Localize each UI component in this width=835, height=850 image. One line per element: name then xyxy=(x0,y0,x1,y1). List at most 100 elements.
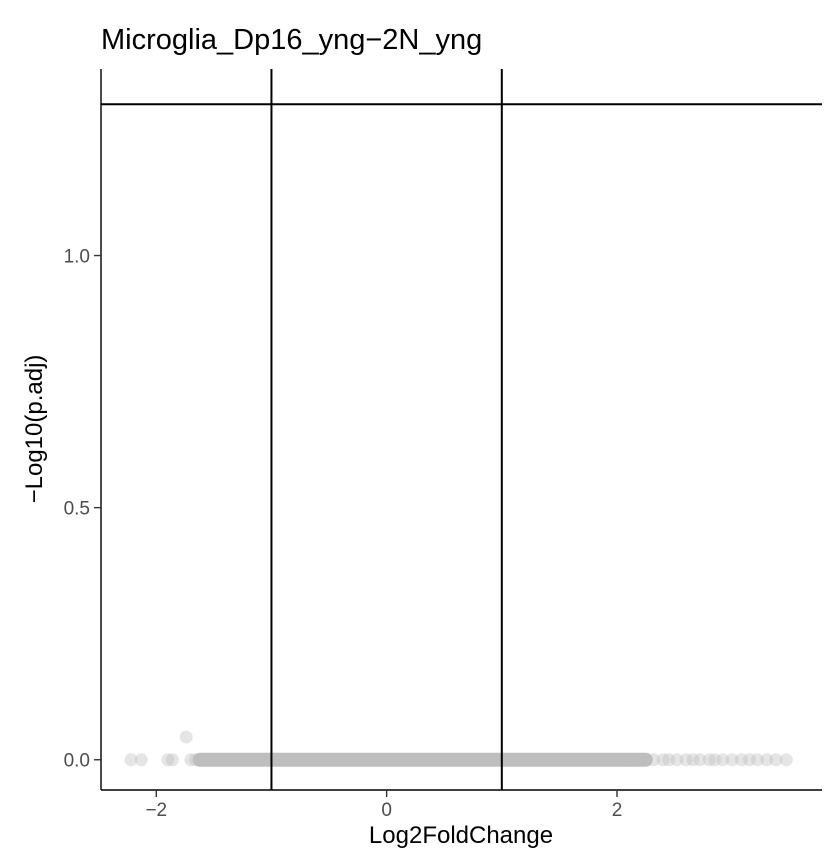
data-point xyxy=(449,753,463,767)
data-point xyxy=(236,753,250,767)
data-point xyxy=(287,753,301,767)
data-point xyxy=(547,753,561,767)
data-point xyxy=(431,753,445,767)
data-point xyxy=(293,753,307,767)
data-point xyxy=(276,753,290,767)
data-point xyxy=(587,753,601,767)
data-point xyxy=(512,753,526,767)
data-point xyxy=(305,753,319,767)
data-point xyxy=(627,753,641,767)
data-point xyxy=(230,753,244,767)
data-point xyxy=(161,753,175,767)
data-point xyxy=(506,753,520,767)
data-point xyxy=(339,753,353,767)
y-axis-label: −Log10(p.adj) xyxy=(21,355,48,504)
data-point xyxy=(779,753,793,767)
data-point xyxy=(188,753,202,767)
data-point xyxy=(725,753,739,767)
data-point xyxy=(472,753,486,767)
data-point xyxy=(134,753,148,767)
data-point xyxy=(647,753,661,767)
data-point xyxy=(593,753,607,767)
data-point xyxy=(195,753,209,767)
points-layer xyxy=(124,730,793,767)
data-point xyxy=(616,753,630,767)
data-point xyxy=(351,753,365,767)
data-point xyxy=(184,753,198,767)
data-point xyxy=(622,753,636,767)
data-point xyxy=(742,753,756,767)
data-point xyxy=(489,753,503,767)
data-point xyxy=(374,753,388,767)
data-point xyxy=(316,753,330,767)
data-point xyxy=(270,753,284,767)
data-point xyxy=(702,753,716,767)
data-point xyxy=(179,730,193,744)
plot-panel: −2 0 2 0.0 0.5 1.0 xyxy=(64,69,822,821)
data-point xyxy=(760,753,774,767)
data-point xyxy=(581,753,595,767)
x-axis-ticks: −2 0 2 xyxy=(145,790,622,821)
data-point xyxy=(558,753,572,767)
data-point xyxy=(575,753,589,767)
data-point xyxy=(633,753,647,767)
data-point xyxy=(322,753,336,767)
data-point xyxy=(165,753,179,767)
y-tick-label: 0.5 xyxy=(64,499,90,520)
data-point xyxy=(282,753,296,767)
data-point xyxy=(570,753,584,767)
data-point xyxy=(598,753,612,767)
data-point xyxy=(686,753,700,767)
data-point xyxy=(604,753,618,767)
data-point xyxy=(241,753,255,767)
chart-title: Microglia_Dp16_yng−2N_yng xyxy=(101,24,482,56)
data-point xyxy=(328,753,342,767)
data-point xyxy=(397,753,411,767)
data-point xyxy=(124,753,138,767)
y-tick-label: 0.0 xyxy=(64,751,90,772)
data-point xyxy=(420,753,434,767)
data-point xyxy=(708,753,722,767)
data-point xyxy=(345,753,359,767)
data-point xyxy=(259,753,273,767)
data-point xyxy=(414,753,428,767)
y-tick-label: 1.0 xyxy=(64,247,90,268)
data-point xyxy=(437,753,451,767)
data-point xyxy=(247,753,261,767)
data-point xyxy=(662,753,676,767)
data-point xyxy=(299,753,313,767)
data-point xyxy=(213,753,227,767)
data-point xyxy=(535,753,549,767)
data-point xyxy=(466,753,480,767)
data-point xyxy=(443,753,457,767)
data-point xyxy=(253,753,267,767)
data-point xyxy=(455,753,468,767)
data-point xyxy=(716,753,730,767)
data-point xyxy=(769,753,783,767)
data-point xyxy=(518,753,532,767)
data-point xyxy=(679,753,693,767)
data-point xyxy=(501,753,515,767)
y-axis-ticks: 0.0 0.5 1.0 xyxy=(64,247,101,772)
data-point xyxy=(357,753,371,767)
x-axis-label: Log2FoldChange xyxy=(369,822,553,849)
x-tick-label: −2 xyxy=(145,800,167,821)
data-point xyxy=(218,753,232,767)
data-point xyxy=(385,753,399,767)
data-point xyxy=(751,753,765,767)
reference-lines xyxy=(101,69,822,790)
data-point xyxy=(311,753,325,767)
data-point xyxy=(207,753,221,767)
data-point xyxy=(224,753,238,767)
data-point xyxy=(391,753,405,767)
data-point xyxy=(368,753,382,767)
data-point xyxy=(483,753,497,767)
data-point xyxy=(403,753,417,767)
data-point xyxy=(334,753,348,767)
data-point xyxy=(639,753,653,767)
data-point xyxy=(734,753,748,767)
data-point xyxy=(192,753,206,767)
data-point xyxy=(362,753,376,767)
data-point xyxy=(552,753,566,767)
